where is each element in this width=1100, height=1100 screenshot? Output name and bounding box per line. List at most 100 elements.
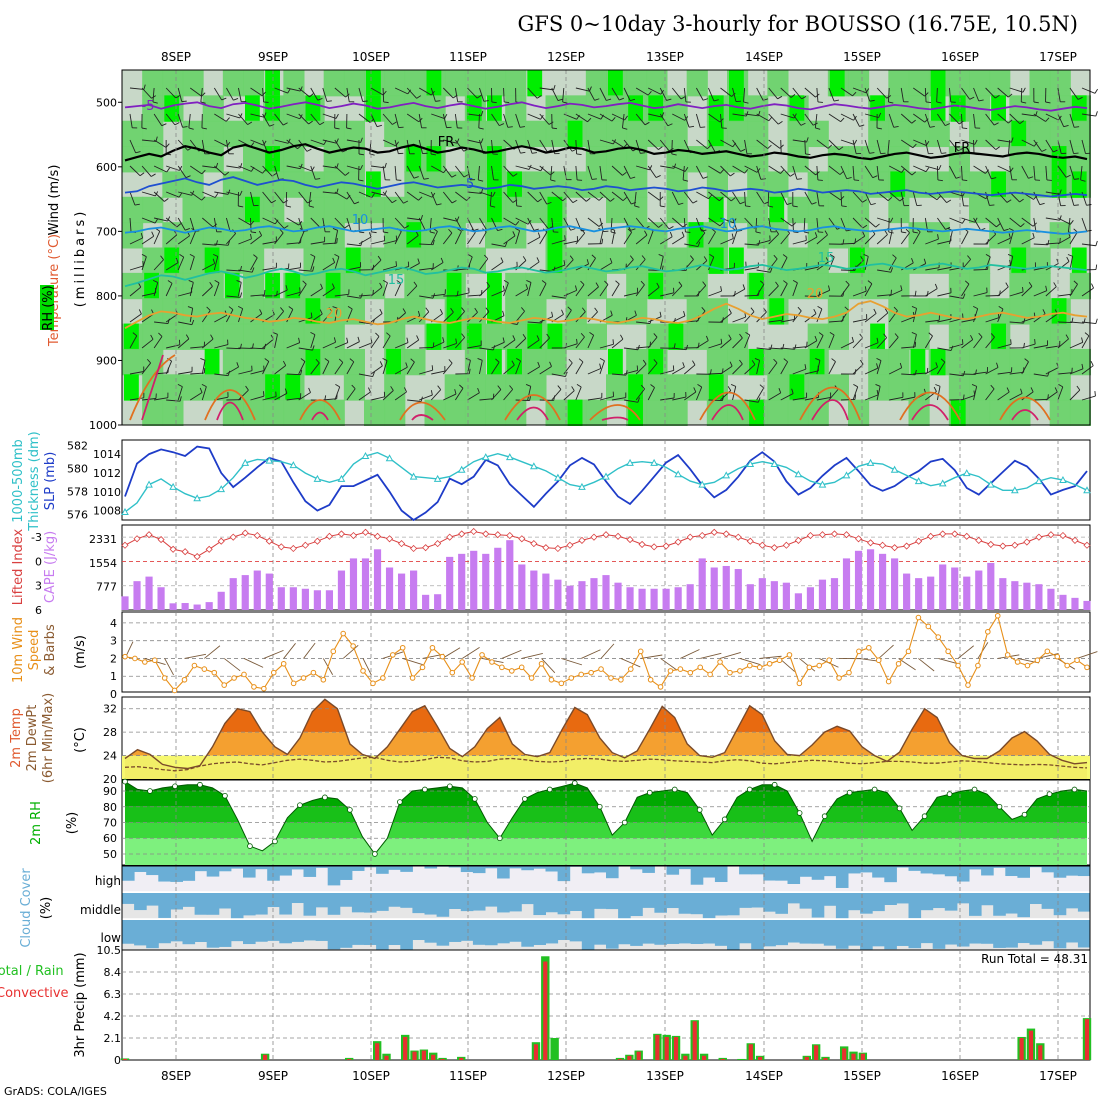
wind-barb xyxy=(515,360,521,375)
rh-cell xyxy=(686,374,708,401)
wind-barb-flag xyxy=(184,228,190,231)
wind-barb xyxy=(141,362,151,375)
wind-barb xyxy=(1057,87,1061,102)
wind-barb xyxy=(732,165,745,174)
wind-barb xyxy=(479,360,483,375)
wind-barb xyxy=(599,230,604,245)
wind-barb xyxy=(1057,236,1071,245)
wind-barb-flag xyxy=(288,306,294,310)
wind-barb xyxy=(334,230,339,245)
wind-barb-flag xyxy=(492,191,496,197)
wind-barb xyxy=(876,386,881,401)
wind-barb xyxy=(876,360,882,375)
cloud-middle-cell xyxy=(678,893,692,914)
wind-barb-flag xyxy=(862,224,868,229)
rh-cell xyxy=(606,120,628,148)
wind-barb-flag xyxy=(179,165,183,171)
cloud-high-cell xyxy=(872,866,885,878)
rh-cell xyxy=(243,323,265,350)
wind-barb xyxy=(997,371,1012,375)
wind-barb xyxy=(153,139,167,148)
wind-barb-flag xyxy=(413,281,418,287)
wind-barb-flag xyxy=(739,333,743,339)
cloud-middle-cell xyxy=(206,893,220,915)
wind-barb-flag xyxy=(768,205,774,208)
rh-cell xyxy=(606,374,628,401)
rh-cell xyxy=(323,348,345,376)
wind-barb xyxy=(1009,321,1024,324)
cloud-middle-cell xyxy=(799,893,813,909)
wind-barb xyxy=(1033,139,1043,152)
wind-barb-flag xyxy=(382,279,388,284)
wind-barb-flag xyxy=(962,179,968,182)
rh-cell xyxy=(303,196,325,224)
wind-barb xyxy=(129,371,144,375)
wind10m-point xyxy=(538,660,545,667)
wind-barb xyxy=(949,343,964,349)
wind-barb xyxy=(394,217,405,229)
wind-barb xyxy=(491,341,505,349)
wind10m-barb xyxy=(759,655,782,659)
wind-barb xyxy=(961,231,969,245)
wind10m-barb xyxy=(1017,658,1039,664)
wind-barb xyxy=(937,292,952,297)
wind-barb xyxy=(1033,344,1048,349)
rh-cell xyxy=(142,95,164,122)
contour-FR xyxy=(124,143,1088,162)
wind-barb-flag xyxy=(423,177,429,180)
wind-barb xyxy=(683,87,687,102)
wind-barb-flag xyxy=(658,146,663,150)
wind-barb xyxy=(419,394,433,401)
wind-barb xyxy=(1057,386,1064,401)
wind-barb xyxy=(322,311,333,323)
rh-cell xyxy=(565,323,587,350)
wind-barb xyxy=(780,217,793,227)
wind-barb xyxy=(477,165,480,180)
wind-barb xyxy=(442,113,447,128)
rh-cell xyxy=(505,323,527,350)
wind-barb-flag xyxy=(392,121,397,125)
wind-barb-flag xyxy=(627,228,632,233)
wind-barb xyxy=(152,87,155,102)
wind-barb xyxy=(370,365,383,375)
wind-barb xyxy=(767,191,770,207)
rh-cell xyxy=(686,323,708,350)
wind-barb xyxy=(587,286,599,297)
wind-barb xyxy=(575,336,585,349)
wind-barb-flag xyxy=(610,197,615,202)
cape-bar xyxy=(494,547,502,610)
lifted-index-point xyxy=(265,537,273,545)
wind-barb xyxy=(250,217,252,233)
wind-barb-flag xyxy=(800,122,806,126)
lifted-index-point xyxy=(169,545,177,553)
temp2m-tick: 24 xyxy=(103,750,117,763)
cloud-high-cell xyxy=(630,866,643,870)
precip-convective-bar xyxy=(263,1054,268,1060)
wind-barb xyxy=(768,285,779,297)
wind-barb-flag xyxy=(152,101,158,104)
wind-barb xyxy=(924,113,931,128)
wind-barb xyxy=(997,87,1009,98)
wind-barb xyxy=(949,217,963,224)
wind-barb-flag xyxy=(271,199,277,204)
wind-barb-flag xyxy=(703,256,708,261)
rh-cell-high xyxy=(809,348,825,376)
lifted-index-point xyxy=(794,536,802,544)
wind-barb-flag xyxy=(1024,358,1029,363)
wind-barb-flag xyxy=(262,169,267,174)
lifted-index-point xyxy=(494,531,502,539)
credit: GrADS: COLA/IGES xyxy=(4,1085,107,1098)
wind10m-point xyxy=(1084,664,1090,671)
precip-convective-bar xyxy=(823,1057,828,1060)
wind-barb xyxy=(985,165,992,179)
precip-convective-bar xyxy=(543,961,548,1060)
cloud-middle-cell xyxy=(497,893,510,913)
precip-convective-bar xyxy=(692,1021,697,1060)
wind-barb xyxy=(298,230,305,245)
wind-barb xyxy=(937,266,952,271)
rh-cell-high xyxy=(729,70,744,97)
wind-barb xyxy=(888,165,902,173)
cloud-middle-cell xyxy=(509,893,522,912)
wind-barb-flag xyxy=(252,343,254,349)
